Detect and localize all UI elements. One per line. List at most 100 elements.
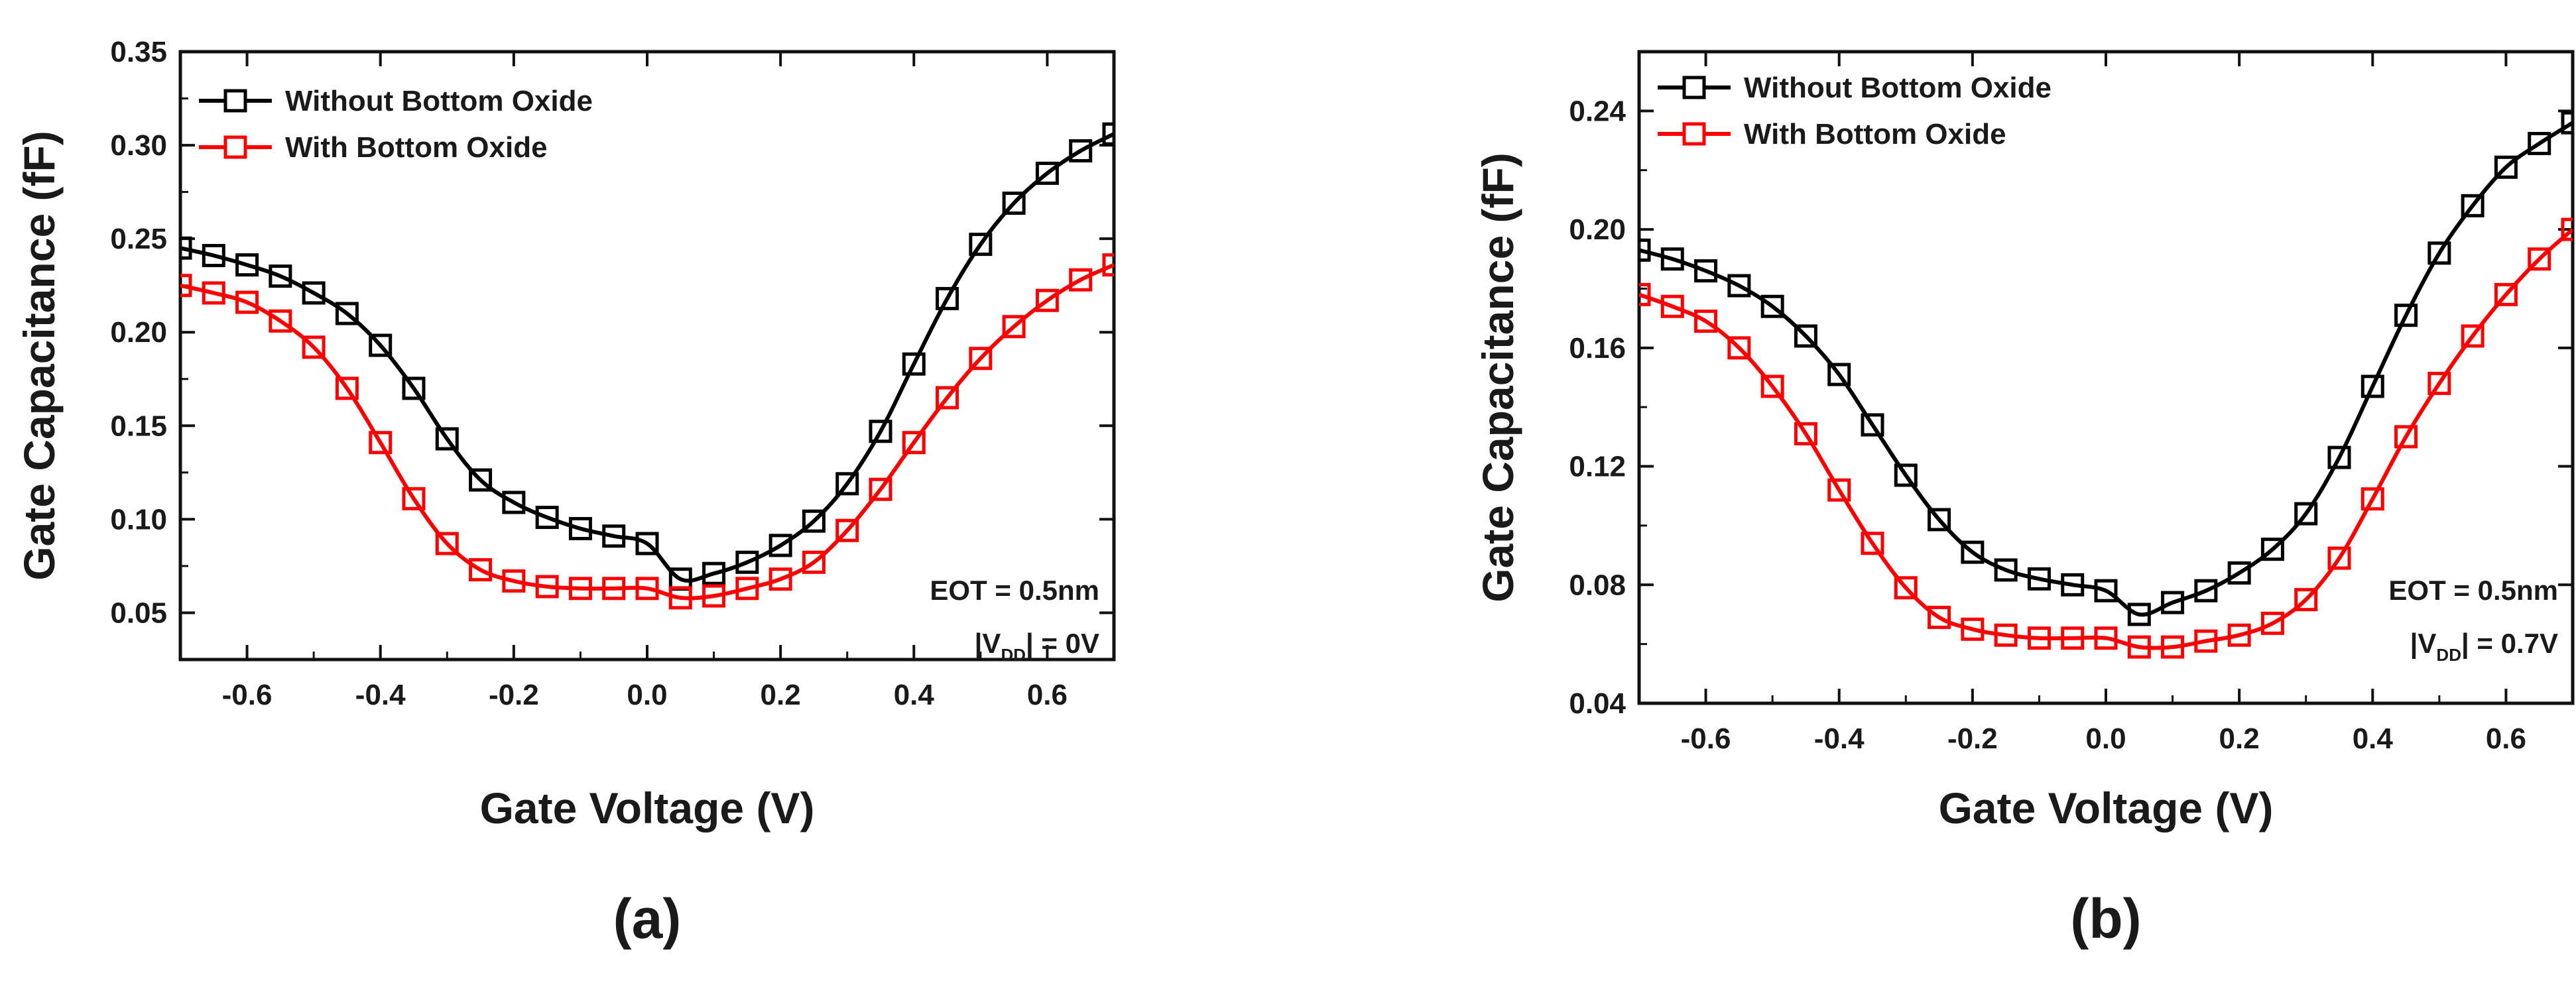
x-axis-title: Gate Voltage (V)	[1939, 783, 2274, 833]
data-point	[2094, 626, 2118, 650]
data-point	[469, 468, 493, 492]
data-point	[568, 516, 592, 540]
data-point	[2161, 591, 2185, 614]
x-tick-label: -0.2	[1947, 722, 1998, 755]
data-point	[869, 420, 892, 443]
data-point	[1827, 478, 1851, 502]
annotation-eot: EOT = 0.5nm	[2388, 575, 2558, 606]
data-point	[335, 302, 359, 325]
data-point	[1660, 294, 1684, 318]
annotation-vdd-suffix: | = 0V	[1026, 628, 1099, 660]
data-point	[768, 567, 792, 591]
data-point	[1994, 623, 2018, 647]
data-point	[2194, 629, 2218, 653]
data-point	[2027, 567, 2051, 591]
data-point	[2127, 603, 2151, 626]
data-point	[2561, 217, 2573, 241]
x-tick-label: 0.6	[1027, 679, 1068, 711]
y-axis-title: Gate Capacitance (fF)	[1473, 152, 1522, 603]
data-point	[2394, 425, 2418, 449]
data-point	[2227, 561, 2251, 585]
data-point	[902, 431, 926, 455]
legend-label: Without Bottom Oxide	[1744, 72, 2052, 104]
data-point	[1035, 161, 1059, 185]
data-point	[1827, 363, 1851, 386]
data-point	[802, 550, 826, 574]
panel-b: -0.6 -0.4 -0.2 0.0 0.2 0.4 0.6 0.04 0.08 0.12 0.16…	[1473, 50, 2575, 950]
data-point	[369, 333, 393, 357]
y-tick-label: 0.05	[110, 597, 167, 629]
data-point	[2327, 546, 2351, 570]
data-point	[1861, 532, 1884, 555]
data-point	[2194, 579, 2218, 603]
data-point	[335, 376, 359, 400]
data-point	[969, 233, 993, 257]
legend-label: With Bottom Oxide	[285, 131, 548, 164]
data-point	[2061, 626, 2085, 650]
data-point	[702, 584, 726, 608]
data-point	[568, 577, 592, 601]
data-point	[835, 472, 859, 496]
data-point	[602, 524, 626, 548]
legend-marker	[223, 89, 247, 113]
data-point	[2327, 445, 2351, 469]
data-point	[202, 281, 225, 305]
data-point	[2361, 487, 2384, 511]
data-point	[402, 487, 426, 510]
x-tick-label: 0.2	[2219, 722, 2260, 755]
y-tick-label: 0.08	[1569, 569, 1626, 601]
data-point	[435, 427, 459, 451]
data-point	[2361, 375, 2384, 398]
data-point	[1002, 192, 1026, 215]
data-point	[702, 561, 726, 585]
x-tick-label: 0.0	[2085, 722, 2126, 755]
data-point	[235, 290, 259, 314]
data-point	[1961, 617, 1985, 641]
data-point	[535, 575, 559, 599]
data-point	[668, 586, 692, 610]
legend-label: Without Bottom Oxide	[285, 85, 593, 117]
data-point	[1102, 253, 1114, 277]
x-tick-label: 0.4	[2353, 722, 2394, 755]
data-point	[802, 509, 826, 533]
legend-marker	[1682, 122, 1706, 146]
y-tick-label: 0.12	[1569, 451, 1626, 483]
data-point	[2427, 371, 2451, 395]
data-point	[2260, 611, 2284, 635]
y-tick-label: 0.10	[110, 503, 167, 536]
series-line	[1639, 121, 2573, 617]
series-layer	[1639, 111, 2573, 659]
data-point	[768, 534, 792, 557]
data-point	[835, 518, 859, 542]
data-point	[2561, 111, 2573, 135]
data-point	[2027, 626, 2051, 650]
data-point	[2227, 623, 2251, 647]
x-tick-label: -0.4	[355, 679, 406, 711]
data-point	[502, 490, 526, 514]
y-tick-label: 0.16	[1569, 332, 1626, 365]
x-tick-label: 0.6	[2486, 722, 2526, 755]
y-tick-label: 0.20	[110, 316, 167, 349]
data-point	[302, 335, 326, 359]
annotation-vdd: |VDD| = 0.7V	[2410, 628, 2558, 665]
y-tick-label: 0.30	[110, 129, 167, 162]
data-point	[502, 569, 526, 593]
panel-label: (a)	[613, 888, 682, 950]
annotation-vdd: |VDD| = 0V	[975, 628, 1099, 665]
annotation-vdd-prefix: |V	[2410, 628, 2437, 660]
data-point	[2528, 247, 2551, 271]
data-point	[1069, 139, 1093, 163]
data-point	[635, 532, 659, 555]
data-point	[1894, 463, 1918, 487]
data-point	[269, 309, 292, 333]
data-point	[1994, 558, 2018, 582]
series-layer	[180, 122, 1114, 610]
legend: Without Bottom Oxide With Bottom Oxide	[1658, 72, 2052, 150]
data-point	[1694, 259, 1718, 283]
data-point	[369, 431, 393, 455]
data-point	[2494, 155, 2518, 179]
data-point	[1002, 315, 1026, 339]
data-point	[1928, 508, 1951, 532]
data-point	[735, 550, 759, 574]
